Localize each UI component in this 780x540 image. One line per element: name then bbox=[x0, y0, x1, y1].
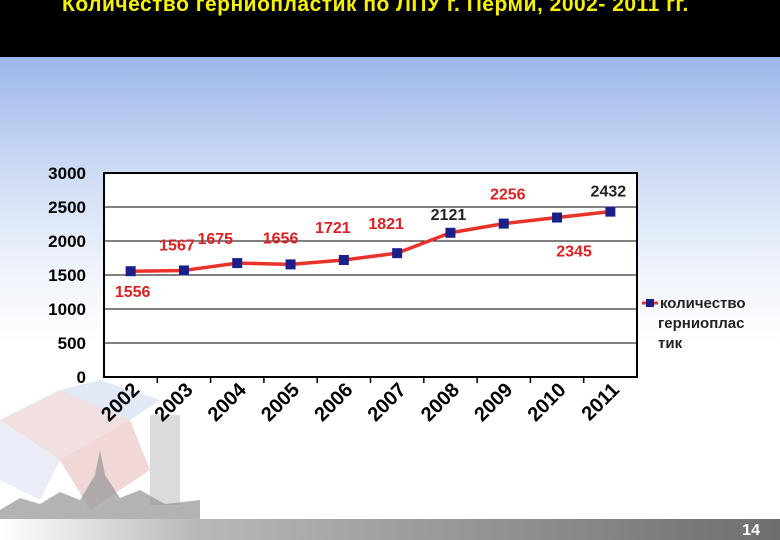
y-tick-label: 0 bbox=[77, 368, 86, 387]
legend-label: количество bbox=[660, 295, 746, 312]
data-label: 1821 bbox=[368, 216, 404, 233]
data-point-marker bbox=[232, 258, 243, 269]
x-axis-ticks: 2002 2003 2004 2005 2006 2007 2008 2009 2010 2011 bbox=[97, 377, 624, 426]
x-tick-label: 2010 bbox=[524, 379, 571, 426]
legend-label: герниоплас bbox=[658, 315, 744, 332]
x-tick-label: 2002 bbox=[97, 379, 144, 426]
data-label: 1675 bbox=[197, 231, 233, 248]
data-point-marker bbox=[498, 218, 509, 229]
slide-number: 14 bbox=[742, 522, 760, 539]
data-point-marker bbox=[285, 259, 296, 270]
y-tick-label: 2000 bbox=[48, 232, 86, 251]
data-label: 1567 bbox=[159, 237, 195, 254]
x-tick-label: 2008 bbox=[417, 379, 464, 426]
data-label: 2432 bbox=[591, 184, 627, 201]
x-tick-label: 2009 bbox=[470, 379, 517, 426]
x-tick-label: 2007 bbox=[364, 379, 411, 426]
data-point-marker bbox=[125, 266, 136, 277]
header-bar: Количество герниопластик по ЛПУ г. Перми… bbox=[0, 0, 780, 57]
series-line bbox=[130, 209, 611, 273]
data-point-marker bbox=[605, 206, 616, 217]
footer-bar bbox=[0, 519, 780, 540]
data-label: 1656 bbox=[263, 230, 299, 247]
data-point-marker bbox=[445, 227, 456, 238]
y-tick-label: 3000 bbox=[48, 164, 86, 183]
decorative-emblem bbox=[0, 380, 200, 520]
legend: количество герниоплас тик bbox=[642, 295, 746, 352]
data-label: 1721 bbox=[315, 220, 351, 237]
slide-title: Количество герниопластик по ЛПУ г. Перми… bbox=[62, 0, 689, 16]
x-tick-label: 2005 bbox=[257, 379, 304, 426]
series-layer bbox=[125, 206, 616, 277]
data-label: 2345 bbox=[556, 244, 592, 261]
x-tick-label: 2006 bbox=[310, 379, 357, 426]
data-point-marker bbox=[392, 248, 403, 259]
data-label: 2256 bbox=[490, 187, 526, 204]
y-tick-label: 1000 bbox=[48, 300, 86, 319]
data-label: 2121 bbox=[431, 207, 467, 224]
data-point-marker bbox=[338, 254, 349, 265]
x-tick-label: 2011 bbox=[578, 379, 624, 425]
legend-marker-swatch bbox=[646, 299, 654, 307]
data-label: 1556 bbox=[115, 284, 151, 301]
x-tick-label: 2003 bbox=[150, 379, 197, 426]
gridlines bbox=[104, 206, 637, 344]
y-tick-label: 2500 bbox=[48, 198, 86, 217]
data-point-marker bbox=[178, 265, 189, 276]
data-labels: 1556 1567 1675 1656 1721 1821 2121 2256 2345 2432 bbox=[115, 184, 626, 302]
legend-label: тик bbox=[658, 335, 683, 352]
data-point-marker bbox=[552, 212, 563, 223]
y-tick-label: 500 bbox=[58, 334, 86, 353]
y-tick-label: 1500 bbox=[48, 266, 86, 285]
x-tick-label: 2004 bbox=[204, 378, 252, 426]
y-axis-ticks: 0 500 1000 1500 2000 2500 3000 bbox=[48, 164, 86, 387]
